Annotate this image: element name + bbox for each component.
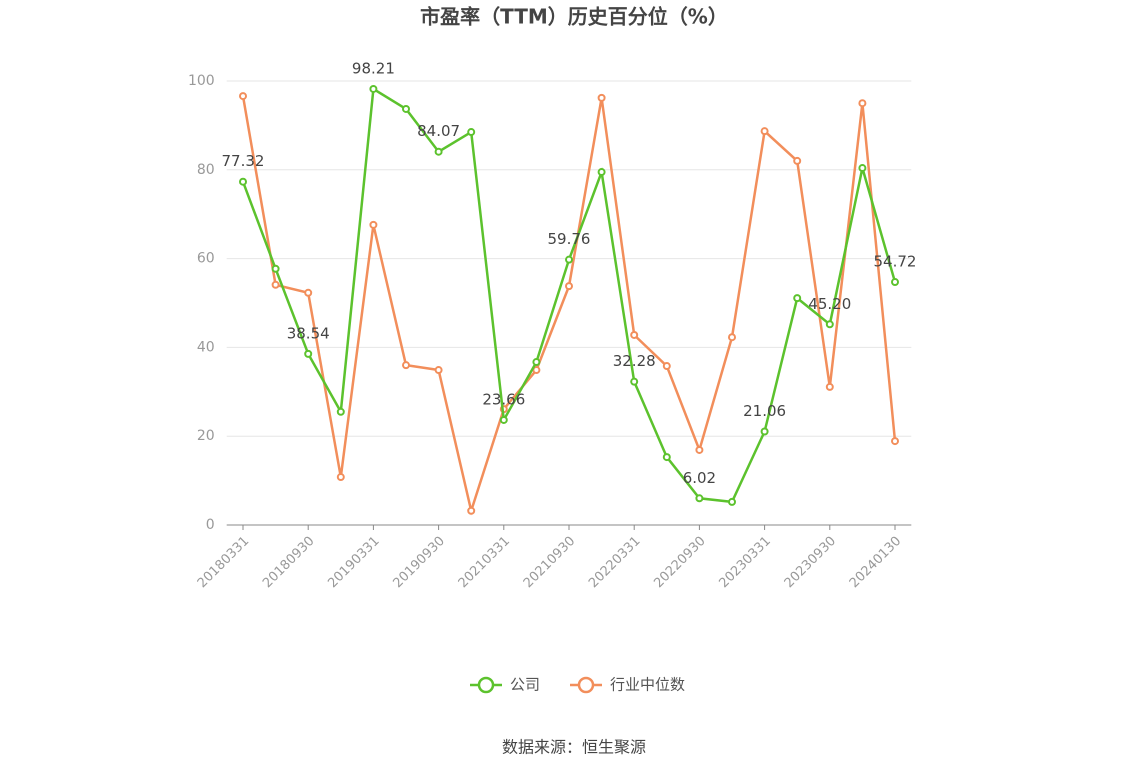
x-tick-label: 20220930: [651, 534, 708, 591]
point: [565, 255, 573, 264]
data-label: 54.72: [874, 253, 917, 271]
point: [532, 358, 541, 367]
y-tick-label: 40: [197, 339, 215, 355]
point: [565, 282, 573, 291]
legend-item: 公司: [470, 676, 540, 694]
data-label: 45.20: [808, 295, 851, 313]
point: [271, 280, 280, 289]
point: [728, 333, 736, 342]
point: [369, 84, 378, 93]
x-tick-label: 20210930: [521, 534, 578, 591]
data-label: 21.06: [743, 402, 786, 420]
point: [499, 415, 508, 424]
y-tick-label: 0: [206, 517, 215, 533]
data-label: 6.02: [683, 469, 716, 487]
data-label: 32.28: [613, 352, 656, 370]
point: [695, 445, 704, 454]
point: [825, 382, 834, 391]
legend-item: 行业中位数: [570, 676, 685, 694]
data-label: 84.07: [417, 122, 460, 140]
point: [239, 177, 247, 186]
point: [630, 330, 639, 339]
data-label: 77.32: [222, 152, 265, 170]
point: [271, 264, 280, 273]
point: [304, 288, 313, 297]
point: [434, 147, 443, 156]
x-tick-label: 20180930: [260, 534, 317, 591]
point: [825, 320, 834, 329]
legend-marker: [477, 676, 495, 694]
point: [467, 506, 476, 515]
chart-title: 市盈率（TTM）历史百分位（%）: [420, 5, 728, 29]
legend-label: 行业中位数: [610, 676, 685, 694]
point: [402, 361, 410, 370]
point: [402, 104, 410, 113]
legend-marker: [577, 676, 595, 694]
x-tick-label: 20190331: [325, 534, 382, 591]
x-tick-label: 20240130: [847, 534, 904, 591]
point: [858, 164, 867, 173]
point: [891, 278, 899, 287]
y-tick-label: 60: [197, 251, 215, 267]
y-tick-label: 80: [197, 162, 215, 178]
point: [239, 92, 247, 101]
point: [532, 366, 541, 375]
point: [760, 127, 769, 136]
point: [304, 349, 313, 358]
data-label: 59.76: [548, 230, 591, 248]
x-tick-label: 20210331: [456, 534, 513, 591]
source: 数据来源：恒生聚源: [502, 738, 646, 757]
x-tick-label: 20230331: [717, 534, 774, 591]
point: [597, 168, 606, 177]
point: [695, 494, 704, 503]
point: [630, 377, 639, 386]
point: [597, 93, 606, 102]
y-tick-label: 100: [188, 73, 215, 89]
point: [662, 453, 671, 462]
point: [891, 437, 899, 446]
point: [369, 220, 378, 229]
point: [793, 156, 802, 165]
data-label: 38.54: [287, 324, 330, 342]
x-tick-label: 20220331: [586, 534, 643, 591]
x-tick-label: 20190930: [391, 534, 448, 591]
legend-label: 公司: [510, 676, 540, 694]
point: [858, 99, 867, 108]
point: [793, 294, 802, 303]
point: [336, 407, 345, 416]
point: [662, 362, 671, 371]
point: [760, 427, 769, 436]
point: [728, 497, 736, 506]
x-tick-label: 20230930: [782, 534, 839, 591]
point: [467, 128, 476, 137]
x-tick-label: 20180331: [195, 534, 252, 591]
point: [434, 366, 443, 375]
point: [336, 473, 345, 482]
data-label: 23.66: [482, 390, 525, 408]
y-tick-label: 20: [197, 428, 215, 444]
data-label: 98.21: [352, 59, 395, 77]
